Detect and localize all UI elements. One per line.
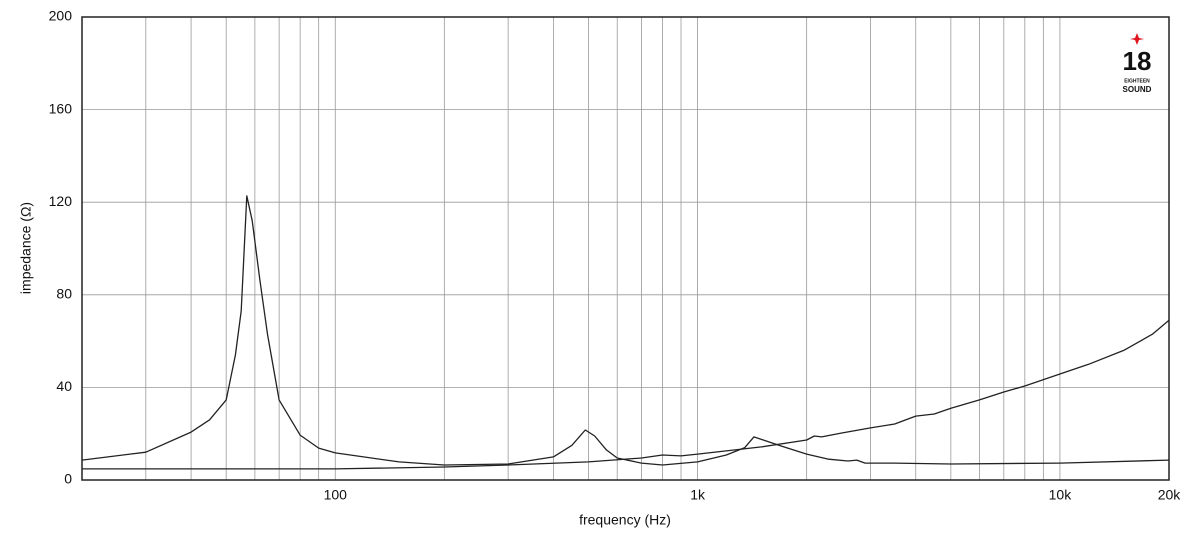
x-axis-label: frequency (Hz) [579, 512, 671, 528]
y-tick-label: 0 [64, 471, 72, 487]
x-tick-label: 20k [1158, 487, 1182, 503]
x-tick-label: 10k [1049, 487, 1073, 503]
logo: 18 EIGHTEEN SOUND [1123, 33, 1152, 94]
y-tick-label: 40 [56, 378, 72, 394]
y-tick-label: 80 [56, 286, 72, 302]
logo-text: EIGHTEEN [1124, 78, 1150, 84]
y-axis-label: impedance (Ω) [18, 202, 34, 294]
logo-number: 18 [1123, 46, 1152, 76]
line [81, 195, 1170, 466]
plot-frame [81, 16, 1170, 481]
x-tick-label: 1k [690, 487, 706, 503]
logo-text: SOUND [1123, 85, 1152, 94]
x-tick-label: 100 [324, 487, 348, 503]
line [82, 319, 1170, 470]
logo-star [1130, 33, 1144, 45]
y-tick-label: 120 [49, 193, 73, 209]
y-tick-label: 200 [49, 8, 73, 24]
y-tick-label: 160 [49, 100, 73, 116]
